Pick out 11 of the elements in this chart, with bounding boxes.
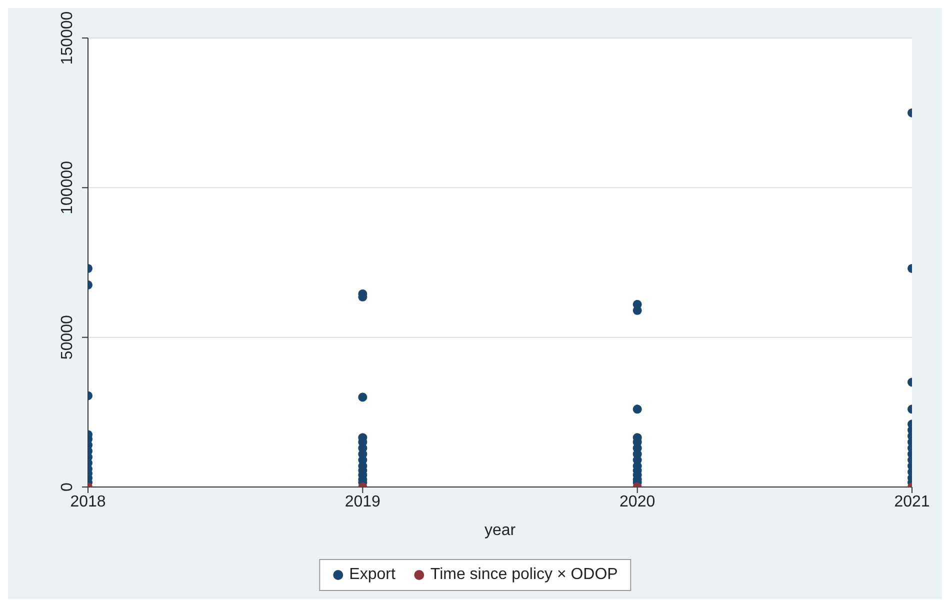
legend-label: Time since policy × ODOP [429, 566, 618, 584]
y-tick-label: 100000 [59, 160, 76, 214]
x-tick-label: 2020 [620, 493, 656, 510]
x-tick-label: 2021 [894, 493, 930, 510]
y-tick-label: 0 [59, 482, 76, 492]
x-axis-title: year [484, 522, 516, 539]
legend-label: Export [348, 566, 396, 584]
x-tick-label: 2019 [344, 493, 381, 510]
y-tick-label: 50000 [59, 314, 76, 360]
y-tick-label: 150000 [59, 11, 76, 65]
x-tick-label: 2018 [70, 493, 106, 510]
